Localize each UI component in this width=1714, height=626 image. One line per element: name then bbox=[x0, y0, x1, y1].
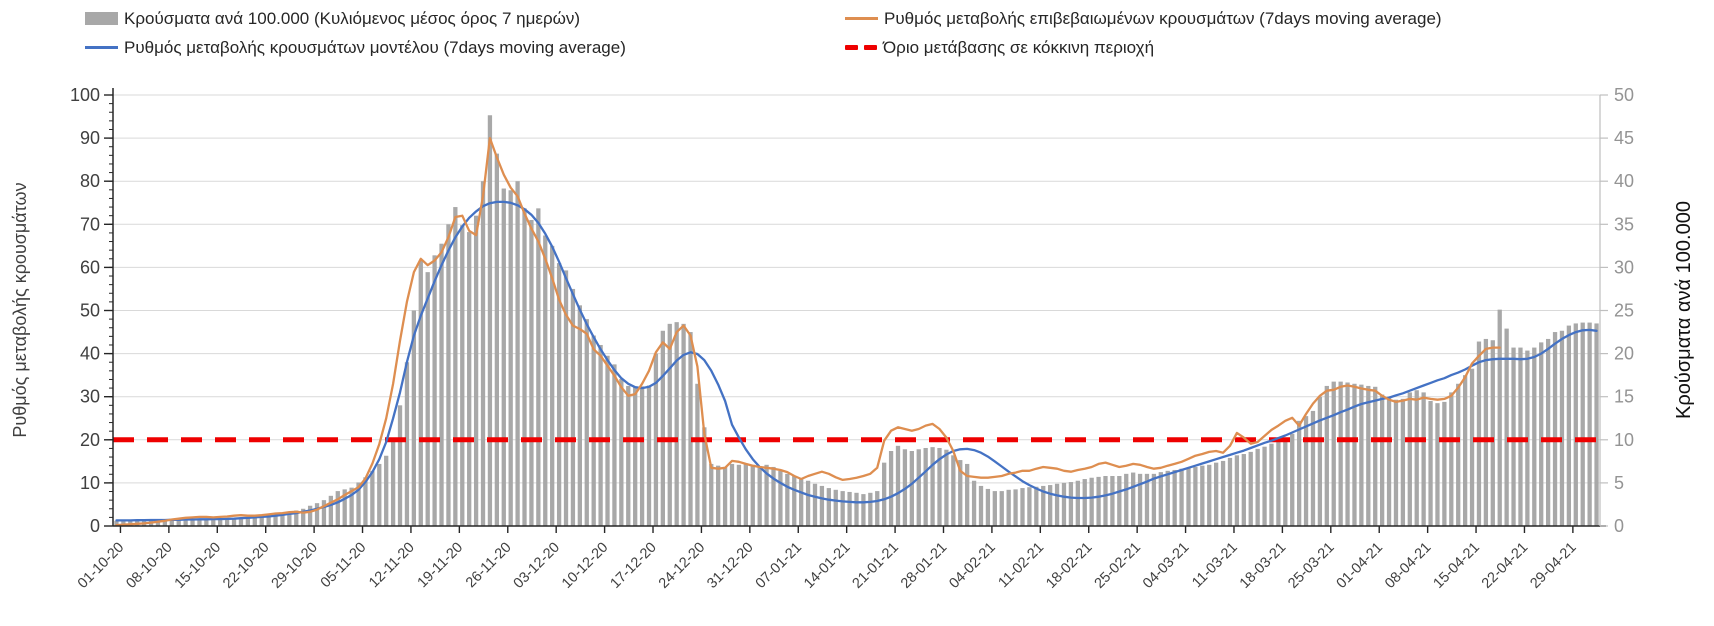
x-axis-date-label: 19-11-20 bbox=[415, 540, 467, 592]
left-axis-tick-label: 80 bbox=[80, 171, 100, 191]
left-axis-tick-label: 60 bbox=[80, 257, 100, 277]
left-axis-tick-label: 40 bbox=[80, 344, 100, 364]
x-axis-date-label: 14-01-21 bbox=[801, 540, 853, 592]
x-axis-date-label: 29-04-21 bbox=[1527, 540, 1579, 592]
x-axis-date-label: 08-04-21 bbox=[1382, 540, 1434, 592]
left-axis-ticks: 0 10 20 30 40 50 60 70 80 90 100 bbox=[70, 85, 113, 536]
right-axis-tick-label: 15 bbox=[1614, 387, 1634, 407]
x-axis-date-label: 10-12-20 bbox=[559, 540, 611, 592]
right-axis-ticks: 0 5 10 15 20 25 30 35 40 45 50 bbox=[1600, 85, 1634, 536]
x-axis-date-label: 25-02-21 bbox=[1092, 540, 1144, 592]
bars-cases-per-100k bbox=[114, 115, 1599, 527]
red-dash-icon bbox=[845, 45, 877, 50]
bar-swatch-icon bbox=[85, 12, 118, 25]
chart-legend: Κρούσματα ανά 100.000 (Κυλιόμενος μέσος … bbox=[0, 0, 1714, 70]
orange-line-icon bbox=[845, 17, 878, 20]
legend-item-cases-bars: Κρούσματα ανά 100.000 (Κυλιόμενος μέσος … bbox=[85, 4, 626, 33]
x-axis-date-label: 04-03-21 bbox=[1140, 540, 1192, 592]
legend-item-red-threshold: Όριο μετάβασης σε κόκκινη περιοχή bbox=[845, 33, 1442, 62]
left-axis-title: Ρυθμός μεταβολής κρουσμάτων bbox=[10, 182, 30, 437]
legend-item-confirmed-line: Ρυθμός μεταβολής επιβεβαιωμένων κρουσμάτ… bbox=[845, 4, 1442, 33]
right-axis-title: Κρούσματα ανά 100.000 bbox=[1673, 201, 1695, 419]
right-axis-tick-label: 50 bbox=[1614, 85, 1634, 105]
x-axis-date-label: 03-12-20 bbox=[511, 540, 563, 592]
x-axis-date-label: 22-04-21 bbox=[1479, 540, 1531, 592]
right-axis-tick-label: 20 bbox=[1614, 344, 1634, 364]
x-axis-date-label: 07-01-21 bbox=[753, 540, 805, 592]
x-axis-date-label: 17-12-20 bbox=[607, 540, 659, 592]
x-axis-date-label: 21-01-21 bbox=[850, 540, 902, 592]
x-axis-ticks: 01-10-2008-10-2015-10-2022-10-2029-10-20… bbox=[75, 526, 1580, 592]
x-axis-date-label: 29-10-20 bbox=[269, 540, 321, 592]
x-axis-date-label: 25-03-21 bbox=[1285, 540, 1337, 592]
right-axis-tick-label: 45 bbox=[1614, 128, 1634, 148]
left-axis-tick-label: 20 bbox=[80, 430, 100, 450]
x-axis-date-label: 24-12-20 bbox=[656, 540, 708, 592]
right-axis-tick-label: 25 bbox=[1614, 301, 1634, 321]
right-axis-tick-label: 0 bbox=[1614, 516, 1624, 536]
x-axis-date-label: 01-04-21 bbox=[1334, 540, 1386, 592]
left-axis-tick-label: 30 bbox=[80, 387, 100, 407]
x-axis-date-label: 11-03-21 bbox=[1189, 540, 1241, 592]
legend-item-model-line: Ρυθμός μεταβολής κρουσμάτων μοντέλου (7d… bbox=[85, 33, 626, 62]
x-axis-date-label: 18-03-21 bbox=[1237, 540, 1289, 592]
left-axis-tick-label: 50 bbox=[80, 301, 100, 321]
x-axis-date-label: 28-01-21 bbox=[898, 540, 950, 592]
x-axis-date-label: 05-11-20 bbox=[318, 540, 370, 592]
right-axis-tick-label: 40 bbox=[1614, 171, 1634, 191]
legend-label: Όριο μετάβασης σε κόκκινη περιοχή bbox=[883, 37, 1155, 57]
right-axis-tick-label: 10 bbox=[1614, 430, 1634, 450]
x-axis-date-label: 04-02-21 bbox=[946, 540, 998, 592]
left-axis-tick-label: 100 bbox=[70, 85, 100, 105]
legend-label: Ρυθμός μεταβολής επιβεβαιωμένων κρουσμάτ… bbox=[884, 8, 1442, 28]
x-axis-date-label: 12-11-20 bbox=[366, 540, 418, 592]
left-axis-tick-label: 70 bbox=[80, 214, 100, 234]
right-axis-tick-label: 30 bbox=[1614, 257, 1634, 277]
legend-label: Ρυθμός μεταβολής κρουσμάτων μοντέλου (7d… bbox=[124, 37, 626, 57]
x-axis-date-label: 22-10-20 bbox=[220, 540, 272, 592]
x-axis-date-label: 15-04-21 bbox=[1431, 540, 1483, 592]
confirmed-rate-line bbox=[115, 136, 1501, 527]
x-axis-date-label: 26-11-20 bbox=[463, 540, 515, 592]
x-axis-date-label: 11-02-21 bbox=[996, 540, 1048, 592]
x-axis-date-label: 08-10-20 bbox=[123, 540, 175, 592]
right-axis-tick-label: 35 bbox=[1614, 214, 1634, 234]
x-axis-date-label: 15-10-20 bbox=[172, 540, 224, 592]
left-axis-tick-label: 10 bbox=[80, 473, 100, 493]
x-axis-date-label: 31-12-20 bbox=[704, 540, 756, 592]
left-axis-tick-label: 90 bbox=[80, 128, 100, 148]
x-axis-date-label: 18-02-21 bbox=[1043, 540, 1095, 592]
model-rate-line bbox=[115, 200, 1598, 522]
right-axis-tick-label: 5 bbox=[1614, 473, 1624, 493]
left-axis-tick-label: 0 bbox=[90, 516, 100, 536]
blue-line-icon bbox=[85, 46, 118, 49]
x-axis-date-label: 01-10-20 bbox=[75, 540, 127, 592]
legend-label: Κρούσματα ανά 100.000 (Κυλιόμενος μέσος … bbox=[124, 8, 581, 28]
